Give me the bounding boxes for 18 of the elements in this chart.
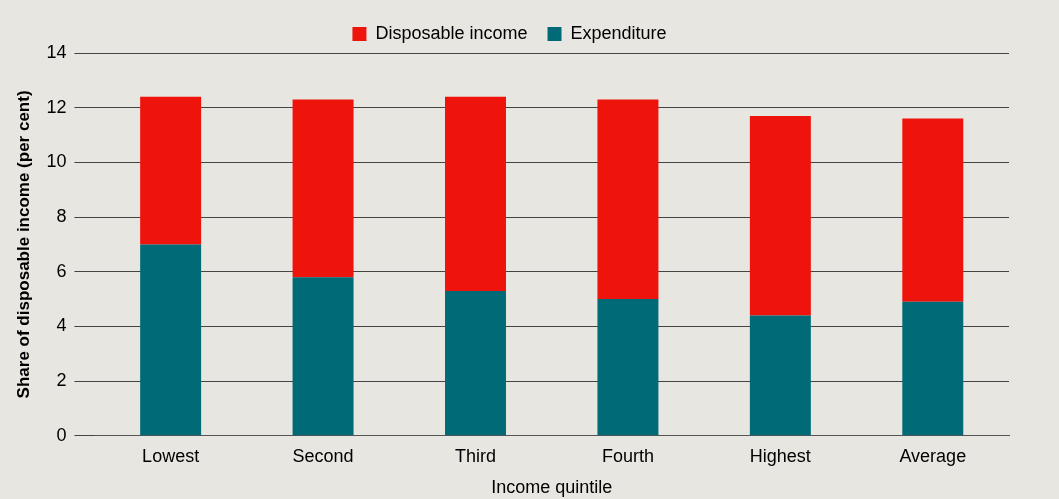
x-tick-label: Third <box>454 445 496 466</box>
y-tick-label: 14 <box>46 41 67 62</box>
legend-label: Disposable income <box>375 22 528 43</box>
x-tick-label: Highest <box>749 445 811 466</box>
y-tick-label: 8 <box>56 206 67 227</box>
x-tick-label: Average <box>899 445 967 466</box>
y-tick-label: 10 <box>46 151 67 172</box>
y-tick-label: 2 <box>56 370 67 391</box>
y-tick-label: 12 <box>46 96 67 117</box>
legend-label: Expenditure <box>570 22 667 43</box>
x-axis-title: Income quintile <box>491 477 613 498</box>
x-tick-label: Lowest <box>142 445 200 466</box>
y-tick-label: 4 <box>56 315 67 336</box>
y-tick-label: 6 <box>56 260 67 281</box>
y-axis-title: Share of disposable income (per cent) <box>13 90 33 399</box>
y-tick-label: 0 <box>56 424 67 445</box>
x-tick-label: Second <box>292 445 354 466</box>
x-tick-label: Fourth <box>601 445 654 466</box>
